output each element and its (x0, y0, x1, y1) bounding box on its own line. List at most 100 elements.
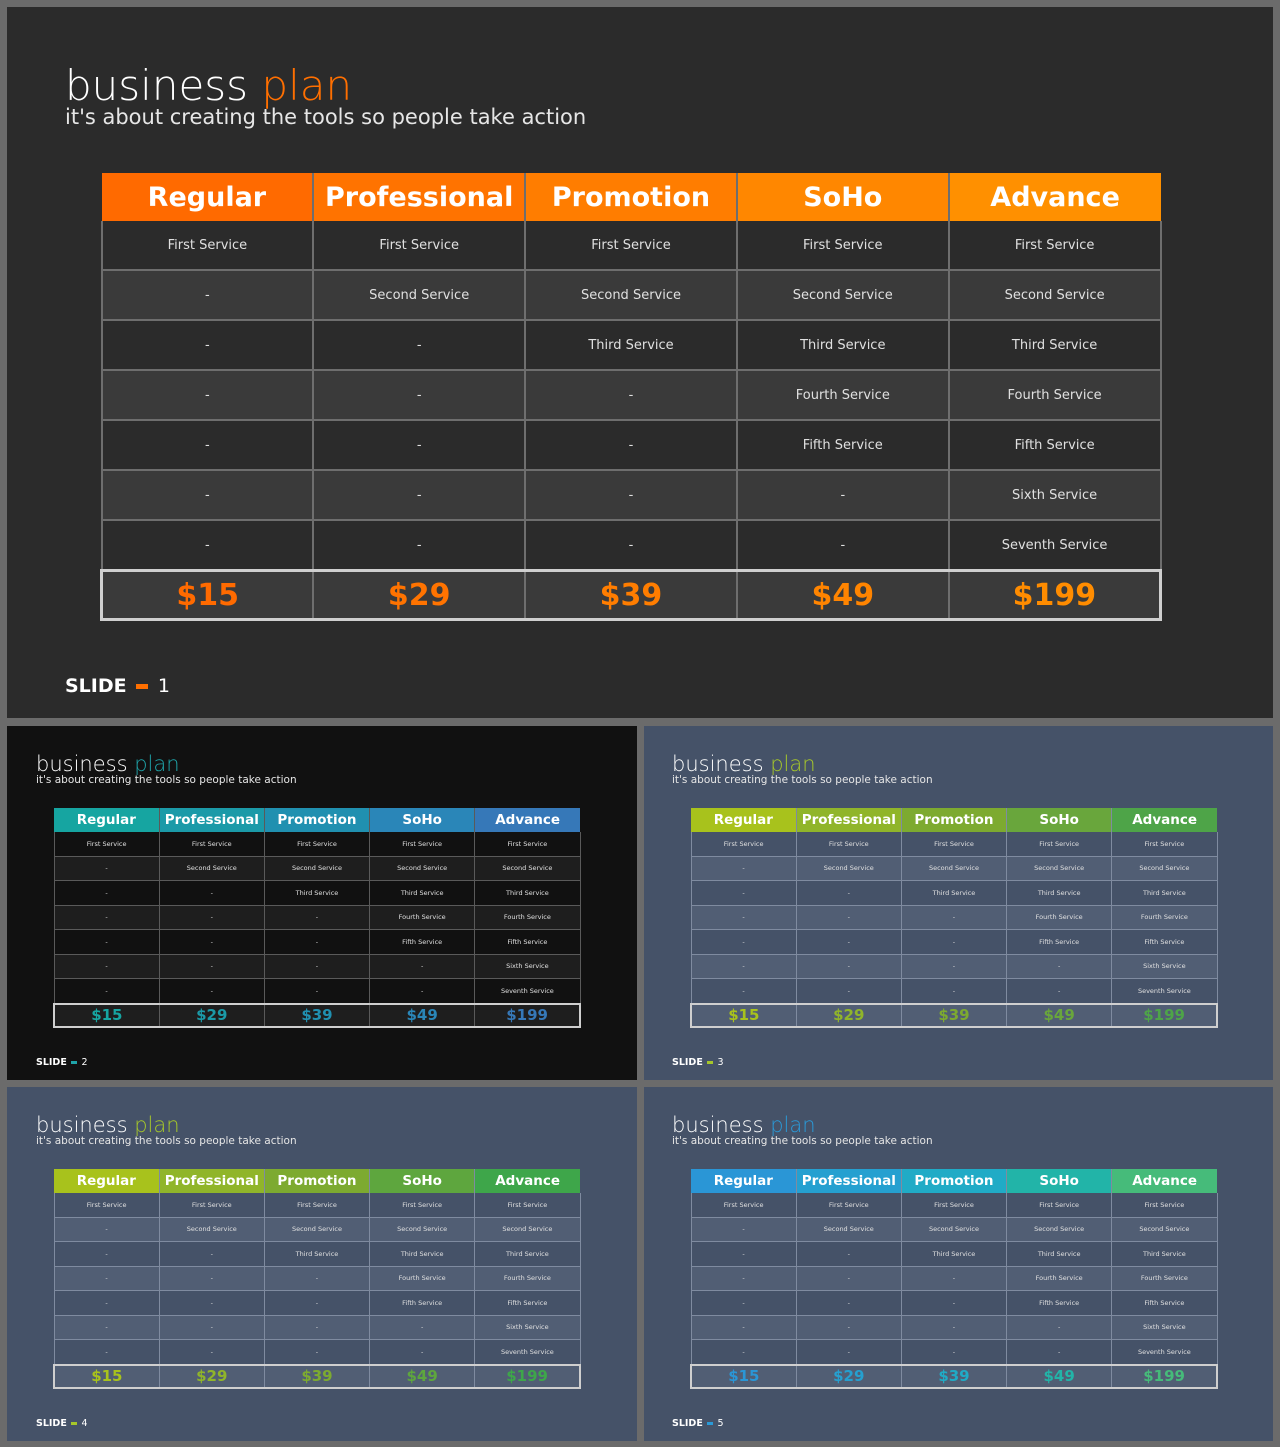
price-cell: $199 (947, 569, 1162, 621)
service-cell: - (158, 1241, 265, 1267)
price-row: $15 $29 $39 $49 $199 (689, 1363, 1219, 1389)
service-cell: - (369, 978, 476, 1004)
tier-header: Promotion (524, 173, 737, 221)
title-accent: plan (770, 752, 816, 776)
service-cell: Fourth Service (1006, 1266, 1113, 1291)
slide-subtitle: it's about creating the tools so people … (36, 1135, 297, 1147)
tier-header: Regular (54, 1169, 160, 1193)
service-cell: - (312, 420, 527, 471)
tier-header: Regular (101, 173, 314, 221)
price-cell: $49 (1006, 1363, 1113, 1389)
slide-1: business plan it's about creating the to… (7, 7, 1273, 718)
service-cell: Fourth Service (369, 905, 476, 930)
service-row: - - - - Seventh Service (690, 1339, 1218, 1365)
service-cell: - (690, 1217, 797, 1242)
service-cell: - (100, 420, 315, 471)
slide-subtitle: it's about creating the tools so people … (672, 1135, 933, 1147)
service-cell: - (795, 880, 902, 906)
tier-header: Promotion (900, 1169, 1007, 1193)
price-cell: $29 (795, 1363, 902, 1389)
service-cell: - (735, 520, 950, 572)
tier-header: Regular (691, 1169, 797, 1193)
service-cell: - (263, 1266, 371, 1291)
service-row: First Service First Service First Service F… (53, 1193, 581, 1218)
title-accent: plan (770, 1113, 816, 1137)
slide-2: business plan it's about creating the to… (7, 726, 637, 1080)
tier-header: Regular (691, 808, 797, 832)
slide-title: business plan (672, 752, 816, 776)
service-cell: Fourth Service (369, 1266, 476, 1291)
service-cell: Fourth Service (474, 1266, 581, 1291)
price-cell: $29 (158, 1002, 265, 1028)
service-cell: Second Service (158, 856, 265, 881)
service-cell: Fifth Service (1006, 1290, 1113, 1316)
service-cell: - (312, 470, 527, 521)
slide-title: business plan (36, 752, 180, 776)
price-cell: $199 (474, 1363, 582, 1389)
service-row: - - Third Service Third Service Third Servic… (53, 880, 581, 906)
service-cell: Third Service (369, 1241, 476, 1267)
slide-number-value: 3 (717, 1057, 724, 1068)
service-cell: Second Service (524, 270, 738, 321)
service-cell: - (158, 978, 265, 1004)
service-cell: Second Service (369, 1217, 476, 1242)
service-cell: - (900, 1339, 1008, 1365)
service-cell: First Service (735, 221, 950, 271)
tier-header: Regular (54, 808, 160, 832)
price-cell: $29 (795, 1002, 902, 1028)
service-cell: Second Service (795, 856, 902, 881)
service-cell: - (795, 954, 902, 979)
pricing-table: Regular Professional Promotion SoHo Advance F… (52, 808, 582, 1028)
price-cell: $39 (263, 1363, 371, 1389)
service-cell: Sixth Service (1111, 954, 1218, 979)
service-cell: - (263, 954, 371, 979)
service-row: - - - Fifth Service Fifth Service (53, 1290, 581, 1316)
service-cell: - (263, 978, 371, 1004)
service-cell: Second Service (900, 1217, 1008, 1242)
service-row: - - - - Sixth Service (100, 470, 1162, 521)
service-cell: - (53, 1217, 160, 1242)
service-cell: First Service (369, 1193, 476, 1218)
service-cell: Third Service (474, 1241, 581, 1267)
service-cell: Fourth Service (735, 370, 950, 421)
service-cell: - (524, 470, 738, 521)
slide-number: SLIDE 2 (36, 1057, 87, 1068)
tier-header: Advance (1111, 808, 1217, 832)
service-cell: First Service (158, 1193, 265, 1218)
price-row: $15 $29 $39 $49 $199 (52, 1363, 582, 1389)
service-cell: - (53, 1266, 160, 1291)
service-row: - - - Fourth Service Fourth Service (690, 1266, 1218, 1291)
slide-4: business plan it's about creating the to… (7, 1087, 637, 1441)
service-cell: - (158, 1266, 265, 1291)
title-word: business (36, 752, 128, 776)
tier-header: SoHo (1006, 1169, 1112, 1193)
price-row: $15 $29 $39 $49 $199 (689, 1002, 1219, 1028)
service-row: First Service First Service First Service F… (100, 221, 1162, 271)
service-cell: - (100, 270, 315, 321)
slide-3: business plan it's about creating the to… (644, 726, 1273, 1080)
tier-header: Advance (1111, 1169, 1217, 1193)
service-cell: - (690, 856, 797, 881)
service-cell: - (53, 880, 160, 906)
service-cell: - (53, 905, 160, 930)
service-cell: - (263, 1315, 371, 1340)
service-cell: - (900, 978, 1008, 1004)
service-cell: - (690, 1241, 797, 1267)
service-row: - - Third Service Third Service Third Servic… (100, 320, 1162, 371)
service-row: - - - Fifth Service Fifth Service (690, 929, 1218, 955)
pricing-table: Regular Professional Promotion SoHo Advance F… (689, 1169, 1219, 1389)
service-cell: Seventh Service (474, 1339, 581, 1365)
service-cell: Third Service (263, 880, 371, 906)
tier-header: Advance (474, 1169, 580, 1193)
service-cell: Fifth Service (1006, 929, 1113, 955)
service-cell: - (100, 470, 315, 521)
service-cell: Third Service (1006, 880, 1113, 906)
service-cell: Second Service (263, 856, 371, 881)
service-cell: - (795, 1290, 902, 1316)
service-cell: - (795, 905, 902, 930)
service-cell: First Service (690, 1193, 797, 1218)
service-cell: - (690, 954, 797, 979)
service-cell: Fifth Service (1111, 1290, 1218, 1316)
service-row: - - - - Sixth Service (53, 954, 581, 979)
service-cell: - (263, 905, 371, 930)
